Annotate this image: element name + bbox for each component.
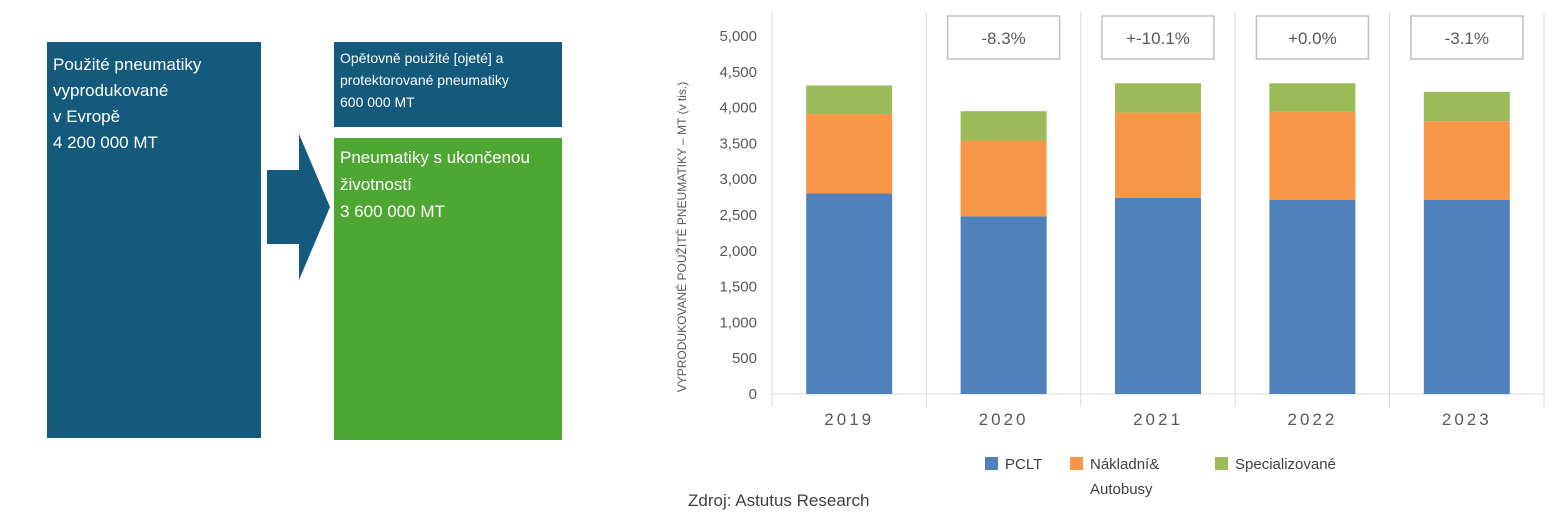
y-tick-label: 2,500 [719, 207, 757, 224]
bar-segment-2 [1269, 111, 1356, 200]
x-tick-label: 2020 [979, 410, 1029, 429]
y-tick-label: 1,500 [719, 279, 757, 296]
produced-line-3: v Evropě [53, 107, 121, 126]
change-annotation-label: -3.1% [1445, 29, 1489, 48]
bar-segment-1 [806, 193, 893, 394]
eol-line-2: životností [340, 175, 412, 194]
x-tick-label: 2022 [1287, 410, 1337, 429]
y-tick-label: 1,000 [719, 314, 757, 331]
y-axis-title: VYPRODUKOVANÉ POUŽITÉ PNEUMATIKY – MT (v… [674, 82, 689, 393]
eol-amount: 3 600 000 MT [340, 202, 445, 221]
bar-segment-1 [960, 216, 1047, 394]
bar-segment-2 [1423, 121, 1510, 200]
legend-label-2: Nákladní& [1090, 456, 1159, 473]
legend-label-3: Specializované [1235, 456, 1336, 473]
y-tick-label: 500 [732, 350, 757, 367]
change-annotation-box [1255, 15, 1370, 60]
change-annotation-box [1410, 15, 1524, 60]
x-tick-label: 2023 [1442, 410, 1492, 429]
y-tick-label: 0 [749, 386, 757, 403]
y-tick-label: 4,000 [719, 100, 757, 117]
bar-segment-3 [806, 85, 893, 115]
eol-line-1: Pneumatiky s ukončenou [340, 148, 530, 167]
flow-arrow-icon [267, 134, 330, 280]
bar-segment-3 [1269, 83, 1356, 112]
reused-line-1: Opětovně použité [ojeté] a [340, 50, 504, 66]
change-annotation-label: +0.0% [1288, 29, 1337, 48]
legend-swatch-2 [1070, 457, 1083, 470]
bar-segment-2 [1115, 112, 1201, 198]
change-annotation-box [1101, 15, 1215, 60]
bar-segment-2 [806, 114, 893, 194]
change-annotation-label: -8.3% [981, 29, 1025, 48]
reused-line-2: protektorované pneumatiky [340, 72, 509, 88]
bar-segment-3 [960, 111, 1047, 141]
x-tick-label: 2019 [824, 410, 874, 429]
x-tick-label: 2021 [1133, 410, 1183, 429]
y-tick-label: 2,000 [719, 243, 757, 260]
legend-swatch-3 [1215, 457, 1228, 470]
bar-segment-3 [1115, 83, 1201, 113]
produced-line-2: vyprodukované [53, 81, 169, 100]
change-annotation-label: +-10.1% [1126, 29, 1190, 48]
stacked-bar-chart: 0 500 1,000 1,500 2,000 2,500 3,000 3,500 4,000 4… [674, 12, 1545, 498]
reused-amount: 600 000 MT [340, 94, 415, 110]
y-tick-label: 4,500 [719, 64, 757, 81]
bar-segment-3 [1423, 91, 1510, 122]
y-tick-label: 3,000 [719, 171, 757, 188]
legend-label-1: PCLT [1005, 456, 1042, 473]
y-tick-label: 5,000 [719, 28, 757, 45]
bar-segment-1 [1115, 197, 1201, 394]
source-note: Zdroj: Astutus Research [688, 491, 870, 510]
produced-tires-box: Použité pneumatiky vyprodukované v Evrop… [47, 42, 261, 438]
bar-segment-1 [1423, 199, 1510, 394]
legend-swatch-1 [985, 457, 998, 470]
reused-tires-box: Opětovně použité [ojeté] a protektorovan… [334, 42, 562, 127]
legend-label-2: Autobusy [1090, 481, 1153, 498]
produced-amount: 4 200 000 MT [53, 133, 158, 152]
y-tick-label: 3,500 [719, 135, 757, 152]
end-of-life-tires-box: Pneumatiky s ukončenou životností 3 600 … [334, 138, 562, 440]
produced-line-1: Použité pneumatiky [53, 55, 202, 74]
bar-segment-2 [960, 140, 1047, 217]
bar-segment-1 [1269, 199, 1356, 394]
change-annotation-box [946, 15, 1061, 60]
